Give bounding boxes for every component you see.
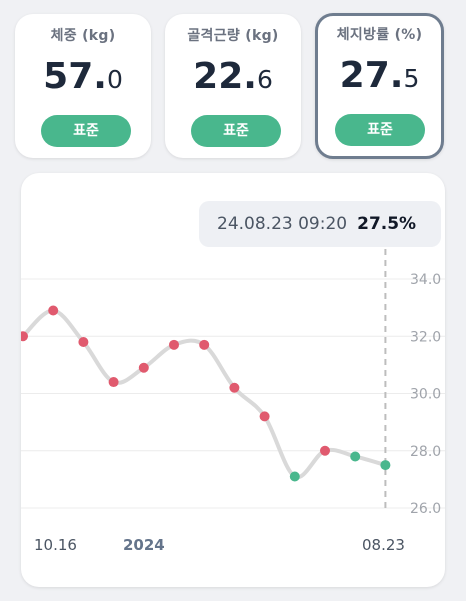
body-fat-status-badge: 표준	[335, 114, 425, 146]
data-point[interactable]	[169, 339, 179, 350]
data-point[interactable]	[108, 377, 119, 388]
y-tick-label: 30.0	[410, 387, 441, 403]
x-label-year: 2024	[123, 536, 165, 554]
body-fat-value: 27.5	[339, 55, 420, 96]
data-point[interactable]	[350, 451, 361, 462]
body-fat-label: 체지방률 (%)	[336, 27, 423, 43]
body-fat-card[interactable]: 체지방률 (%) 27.5 표준	[315, 13, 444, 159]
skeletal-muscle-card[interactable]: 골격근량 (kg) 22.6 표준	[165, 14, 301, 158]
trend-chart[interactable]: 34.0 32.0 30.0 28.0 26.0	[21, 173, 445, 587]
y-tick-label: 26.0	[410, 501, 441, 517]
weight-value: 57.0	[43, 56, 123, 97]
weight-label: 체중 (kg)	[50, 28, 116, 44]
y-tick-label: 34.0	[410, 272, 441, 288]
y-tick-label: 28.0	[410, 444, 441, 460]
skeletal-muscle-value: 22.6	[193, 56, 273, 97]
data-point[interactable]	[138, 362, 149, 373]
data-point[interactable]	[21, 331, 28, 342]
data-point[interactable]	[320, 445, 330, 456]
trend-chart-card[interactable]: 34.0 32.0 30.0 28.0 26.0 24.08.23 09:20 27.5%…	[21, 173, 445, 587]
x-label-start: 10.16	[34, 536, 77, 554]
data-point[interactable]	[380, 460, 391, 471]
data-point[interactable]	[199, 339, 210, 350]
data-point[interactable]	[78, 336, 89, 347]
chart-tooltip: 24.08.23 09:20 27.5%	[199, 201, 441, 247]
y-tick-label: 32.0	[410, 329, 441, 345]
skeletal-muscle-label: 골격근량 (kg)	[187, 28, 279, 44]
data-point[interactable]	[229, 382, 240, 393]
tooltip-value: 27.5%	[357, 214, 417, 234]
tooltip-datetime: 24.08.23 09:20	[217, 214, 348, 234]
weight-status-badge: 표준	[41, 115, 131, 147]
data-point[interactable]	[289, 471, 300, 482]
weight-card[interactable]: 체중 (kg) 57.0 표준	[15, 14, 151, 158]
data-point[interactable]	[48, 305, 59, 316]
data-point[interactable]	[259, 411, 270, 422]
x-label-end: 08.23	[362, 536, 405, 554]
skeletal-muscle-status-badge: 표준	[191, 115, 281, 147]
